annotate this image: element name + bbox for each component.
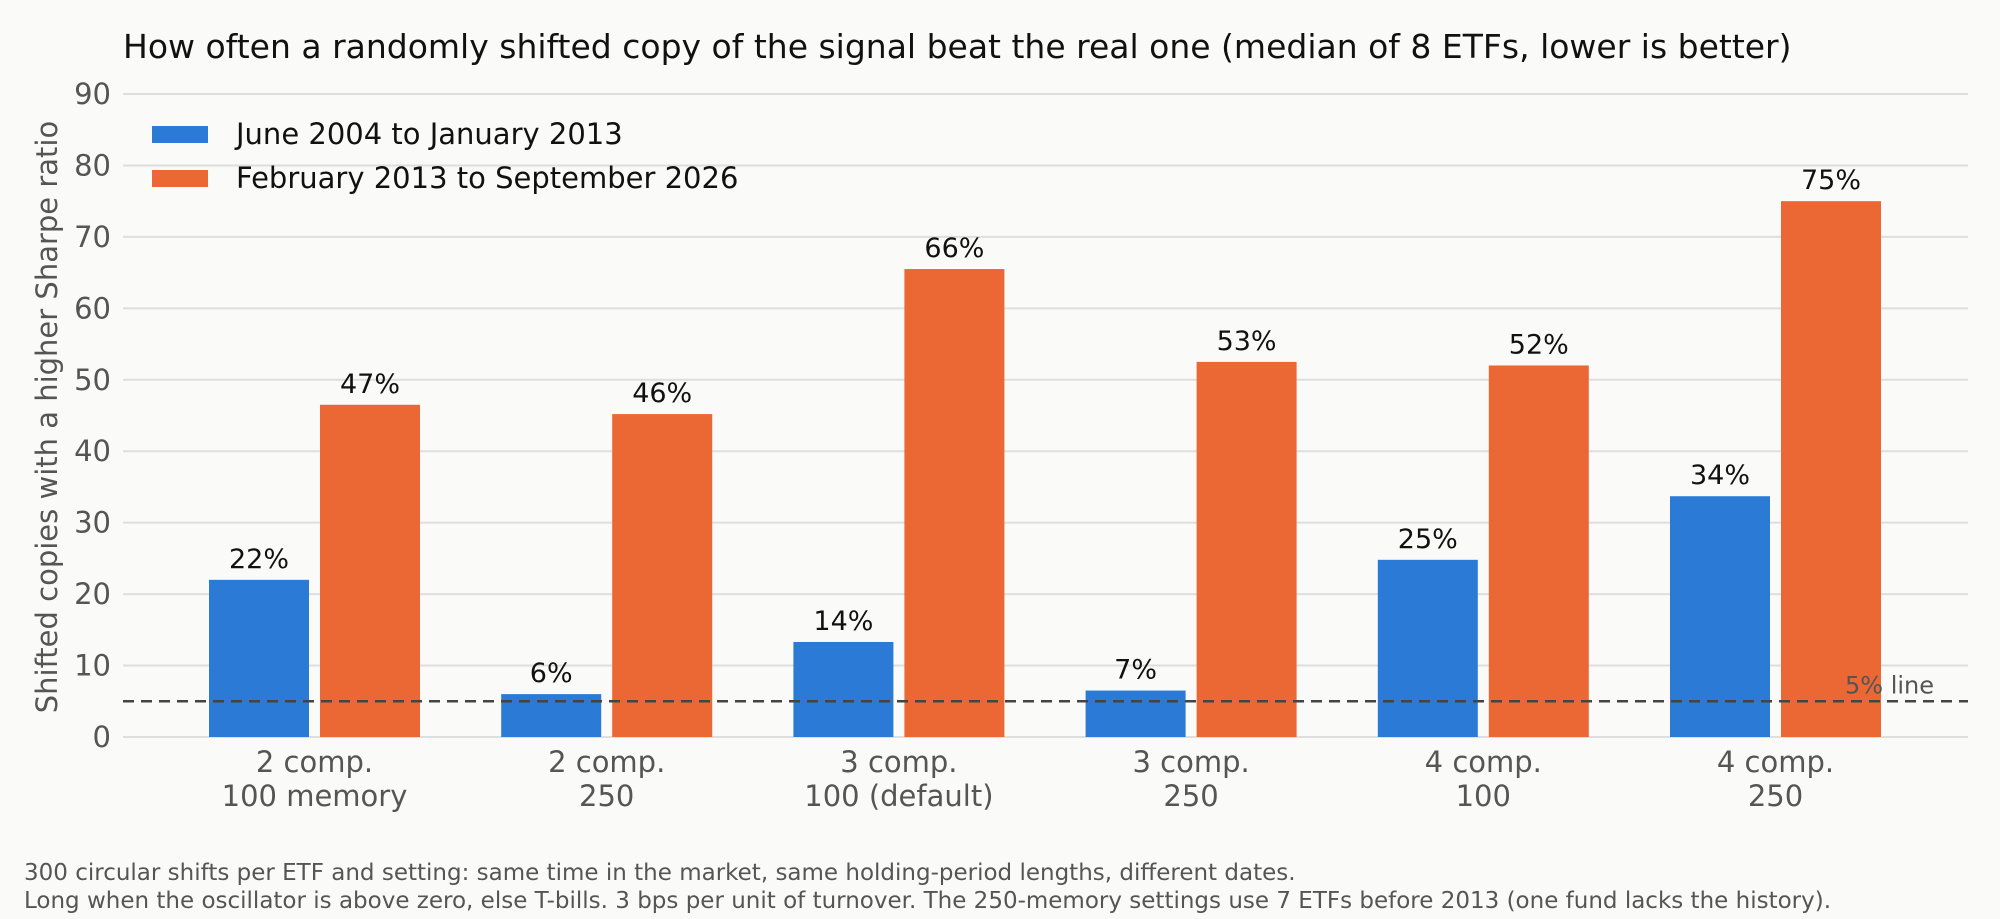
- bar: [209, 579, 309, 737]
- x-tick-label: 4 comp.: [1717, 745, 1834, 779]
- y-tick-label: 90: [74, 77, 111, 111]
- reference-line-group: 5% line: [123, 671, 1968, 703]
- y-tick-label: 80: [74, 148, 111, 182]
- y-tick-label: 70: [74, 220, 111, 254]
- x-tick-label: 3 comp.: [840, 745, 957, 779]
- data-label: 52%: [1509, 329, 1569, 360]
- chart-title: How often a randomly shifted copy of the…: [123, 27, 1792, 66]
- data-label: 22%: [229, 544, 289, 575]
- bar: [1488, 365, 1589, 737]
- x-tick-label: 100 (default): [804, 779, 993, 813]
- y-tick-label: 0: [93, 720, 111, 754]
- data-label: 14%: [813, 606, 873, 637]
- bar: [320, 404, 420, 737]
- y-tick-label: 60: [74, 291, 111, 325]
- bar: [1196, 361, 1297, 737]
- legend-label: February 2013 to September 2026: [236, 161, 738, 195]
- data-label: 7%: [1114, 655, 1157, 686]
- y-tick-label: 30: [74, 506, 111, 540]
- bar: [1377, 559, 1478, 737]
- x-tick-label: 250: [579, 779, 634, 813]
- x-tick-label: 250: [1163, 779, 1218, 813]
- x-tick-label: 2 comp.: [256, 745, 373, 779]
- x-tick-label: 100: [1456, 779, 1511, 813]
- gridlines: [123, 93, 1968, 738]
- x-tick-label: 250: [1748, 779, 1803, 813]
- reference-line-label: 5% line: [1845, 671, 1934, 699]
- y-tick-label: 10: [74, 649, 111, 683]
- data-label: 25%: [1398, 524, 1458, 555]
- data-label: 75%: [1801, 165, 1861, 196]
- y-tick-label: 40: [74, 434, 111, 468]
- footnote-line-2: Long when the oscillator is above zero, …: [24, 888, 1832, 914]
- bar: [501, 694, 602, 737]
- data-label: 34%: [1690, 460, 1750, 491]
- bar: [904, 269, 1005, 737]
- data-label: 53%: [1217, 326, 1277, 357]
- x-tick-label: 2 comp.: [548, 745, 665, 779]
- bar: [1781, 201, 1881, 737]
- legend: June 2004 to January 2013 February 2013 t…: [152, 117, 738, 195]
- bar: [612, 414, 713, 737]
- y-axis-ticks: 0 10 20 30 40 50 60 70 80 90: [74, 77, 111, 754]
- x-tick-label: 4 comp.: [1425, 745, 1542, 779]
- legend-swatch: [152, 170, 208, 187]
- y-axis-label: Shifted copies with a higher Sharpe rati…: [30, 121, 64, 713]
- bar: [793, 641, 894, 737]
- y-tick-label: 20: [74, 577, 111, 611]
- bar: [1670, 496, 1770, 737]
- x-tick-label: 100 memory: [222, 779, 408, 813]
- data-label: 47%: [340, 369, 400, 400]
- data-label: 46%: [632, 378, 692, 409]
- footnote-line-1: 300 circular shifts per ETF and setting:…: [24, 860, 1296, 886]
- data-label: 66%: [924, 233, 984, 264]
- legend-swatch: [152, 126, 208, 143]
- x-tick-label: 3 comp.: [1132, 745, 1249, 779]
- data-label: 6%: [530, 658, 573, 689]
- y-tick-label: 50: [74, 363, 111, 397]
- bars: [209, 201, 1881, 737]
- data-labels: 22% 47% 6% 46% 14% 66% 7% 53% 25% 52% 34% 75%: [229, 165, 1861, 689]
- legend-label: June 2004 to January 2013: [234, 117, 623, 151]
- bar: [1085, 690, 1186, 737]
